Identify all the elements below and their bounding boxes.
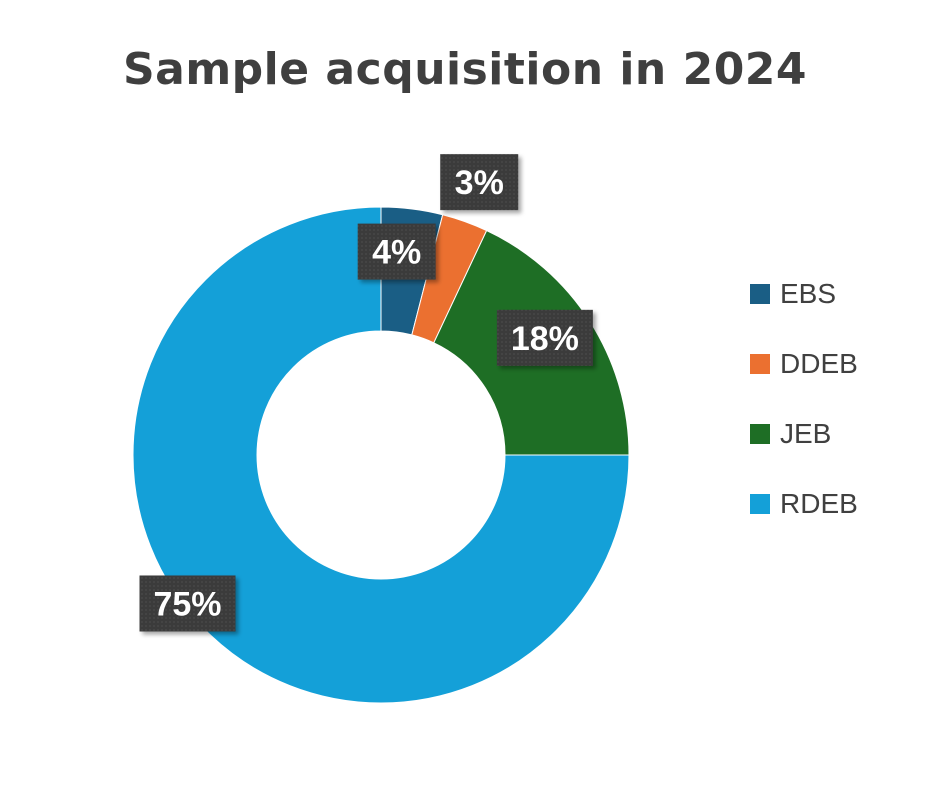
data-label-ebs: 4% xyxy=(357,223,436,280)
data-label-box xyxy=(139,575,236,632)
data-label-box xyxy=(357,223,436,280)
legend-item-jeb: JEB xyxy=(750,414,858,454)
data-label-rdeb: 75% xyxy=(139,575,236,632)
legend-swatch xyxy=(750,354,770,374)
data-label-text: 18% xyxy=(511,320,579,358)
legend-swatch xyxy=(750,424,770,444)
slice-rdeb xyxy=(132,206,630,704)
chart-title: Sample acquisition in 2024 xyxy=(122,44,808,95)
data-label-ddeb: 3% xyxy=(440,154,519,211)
legend-item-ddeb: DDEB xyxy=(750,344,858,384)
data-label-box xyxy=(440,154,519,211)
data-label-text: 3% xyxy=(455,164,504,202)
data-label-jeb: 18% xyxy=(496,309,593,366)
legend-swatch xyxy=(750,494,770,514)
legend-item-rdeb: RDEB xyxy=(750,484,858,524)
legend-label: JEB xyxy=(780,418,832,449)
legend-label: DDEB xyxy=(780,348,858,379)
legend-item-ebs: EBS xyxy=(750,274,858,314)
legend: EBS DDEB JEB RDEB xyxy=(750,274,858,554)
data-labels: 4% 3% 18% 75% xyxy=(139,154,593,632)
legend-swatch xyxy=(750,284,770,304)
data-label-text: 75% xyxy=(153,585,221,623)
legend-label: RDEB xyxy=(780,488,858,519)
data-label-box xyxy=(496,309,593,366)
legend-label: EBS xyxy=(780,278,837,309)
data-label-text: 4% xyxy=(372,234,421,272)
